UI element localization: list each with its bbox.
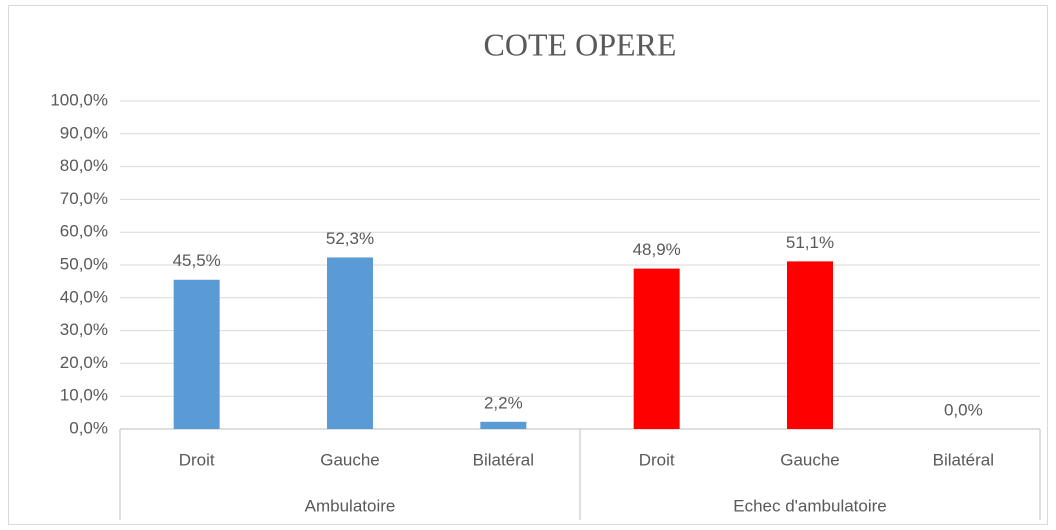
y-tick-label: 40,0% — [60, 287, 108, 306]
y-tick-label: 50,0% — [60, 254, 108, 273]
data-label: 52,3% — [326, 229, 374, 248]
group-label: Echec d'ambulatoire — [733, 496, 887, 515]
y-tick-label: 10,0% — [60, 386, 108, 405]
y-tick-label: 80,0% — [60, 156, 108, 175]
y-tick-label: 70,0% — [60, 189, 108, 208]
x-tick-label: Bilatéral — [473, 450, 534, 469]
bar — [787, 261, 833, 429]
chart-title: COTE OPERE — [484, 26, 677, 62]
bar — [633, 268, 680, 429]
x-tick-label: Gauche — [780, 450, 840, 469]
data-label: 2,2% — [484, 393, 523, 412]
y-tick-label: 60,0% — [60, 222, 108, 241]
x-tick-label: Droit — [639, 450, 675, 469]
y-tick-label: 100,0% — [50, 90, 108, 109]
y-tick-label: 30,0% — [60, 320, 108, 339]
y-tick-label: 90,0% — [60, 123, 108, 142]
x-tick-label: Bilatéral — [933, 450, 994, 469]
bar — [173, 279, 220, 429]
data-label: 51,1% — [786, 233, 834, 252]
x-tick-label: Gauche — [320, 450, 380, 469]
bar — [480, 421, 527, 429]
group-label: Ambulatoire — [305, 496, 396, 515]
data-label: 48,9% — [633, 240, 681, 259]
y-tick-label: 0,0% — [69, 418, 108, 437]
y-tick-label: 20,0% — [60, 353, 108, 372]
data-label: 45,5% — [173, 251, 221, 270]
x-tick-label: Droit — [179, 450, 215, 469]
bar — [327, 257, 373, 429]
data-label: 0,0% — [944, 400, 983, 419]
